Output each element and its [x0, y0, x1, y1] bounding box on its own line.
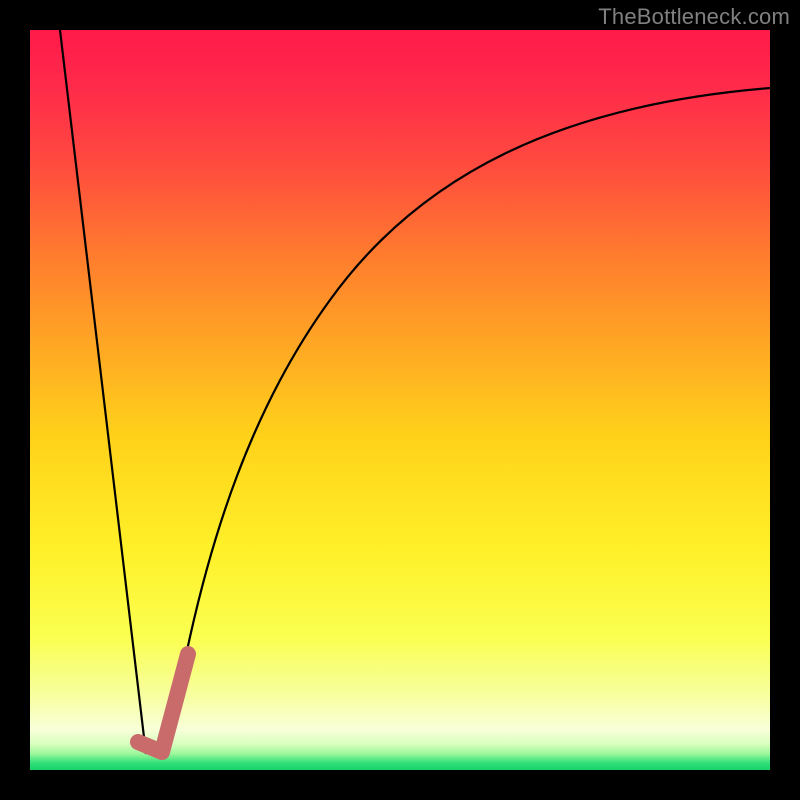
bottleneck-chart-svg — [0, 0, 800, 800]
watermark-text: TheBottleneck.com — [598, 4, 790, 30]
chart-plot-area — [30, 30, 770, 770]
chart-stage: TheBottleneck.com — [0, 0, 800, 800]
